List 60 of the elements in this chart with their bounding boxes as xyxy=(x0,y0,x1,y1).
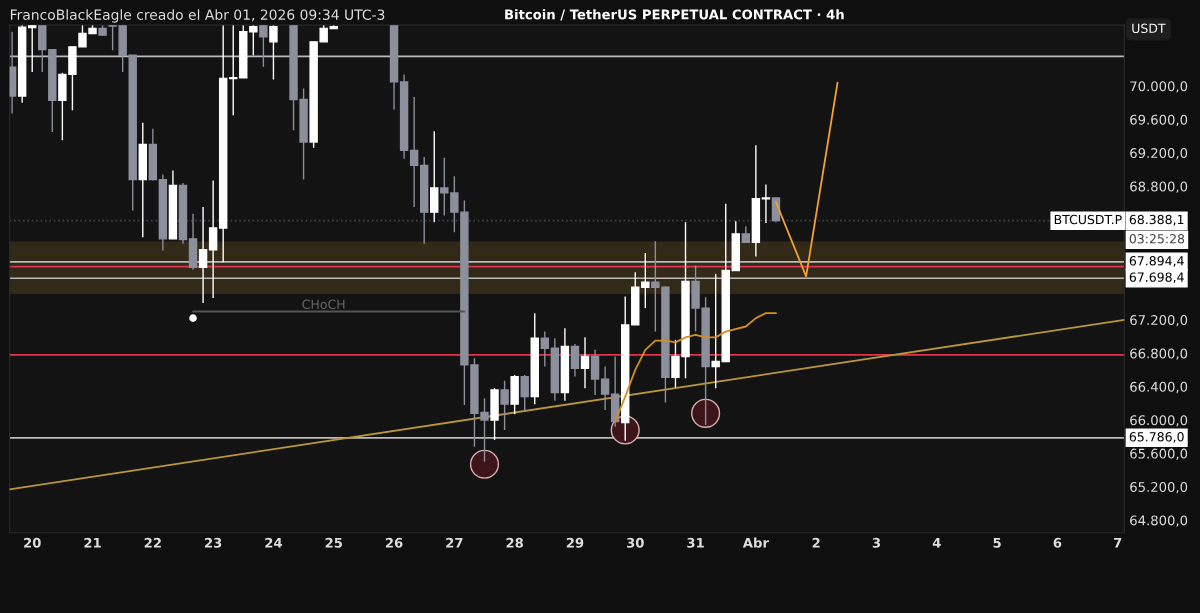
point xyxy=(691,398,721,428)
candlestick xyxy=(259,25,268,68)
candlestick xyxy=(600,365,610,411)
chart-title: FrancoBlackEagle creado el Abr 01, 2026 09:34 UTC-3 xyxy=(10,9,385,23)
x-tick-label: 25 xyxy=(325,537,342,548)
x-tick-label: 2 xyxy=(812,537,820,548)
y-tick-label: 65.600,0 xyxy=(1130,448,1188,460)
candlestick xyxy=(590,349,600,396)
x-tick-label: 31 xyxy=(687,537,704,548)
candlestick xyxy=(229,25,238,116)
x-tick-label: 29 xyxy=(566,537,584,548)
x-tick-label: 4 xyxy=(932,537,941,548)
x-tick-label: 7 xyxy=(1113,537,1122,548)
x-tick-label: 20 xyxy=(24,537,41,548)
annotation: CHoCH xyxy=(302,299,345,310)
x-tick-label: 23 xyxy=(204,537,222,548)
candlestick xyxy=(570,343,580,378)
y-tick-label: 66.000,0 xyxy=(1130,415,1188,427)
candlestick xyxy=(540,330,550,368)
candlestick xyxy=(500,380,509,431)
y-tick-label: 69.200,0 xyxy=(1130,148,1188,160)
ref-line-label: 67.698,4 xyxy=(1129,272,1184,284)
annotation: BTCUSDT.P xyxy=(1054,214,1122,225)
y-tick-label: 68.800,0 xyxy=(1130,181,1188,193)
x-tick-label: 28 xyxy=(506,537,524,548)
candlestick xyxy=(641,252,650,309)
y-tick-label: 64.800,0 xyxy=(1130,515,1188,527)
x-tick-label: 26 xyxy=(385,537,403,548)
text: USDT xyxy=(1132,23,1166,34)
x-tick-label: 30 xyxy=(626,537,644,548)
point xyxy=(189,314,197,322)
y-tick-label: 65.200,0 xyxy=(1130,482,1188,494)
candlestick xyxy=(580,336,590,389)
x-tick-label: 22 xyxy=(144,537,161,548)
candlestick xyxy=(249,25,258,56)
candlestick xyxy=(520,374,529,413)
y-tick-label: 69.600,0 xyxy=(1130,114,1188,127)
ref-line-label: 65.786,0 xyxy=(1129,432,1184,443)
x-tick-label: 5 xyxy=(993,537,1001,548)
y-tick-label: 70.000,0 xyxy=(1130,81,1188,93)
x-tick-label: 27 xyxy=(446,537,463,548)
x-tick-label: 3 xyxy=(872,537,881,548)
x-tick-label: 24 xyxy=(265,537,283,548)
y-tick-label: 66.400,0 xyxy=(1130,381,1188,394)
x-tick-label: Abr xyxy=(742,537,769,548)
point xyxy=(469,449,500,479)
ref-line-label: 67.894,4 xyxy=(1129,256,1184,267)
candlestick xyxy=(208,179,218,299)
candlestick xyxy=(198,206,208,304)
x-tick-label: 21 xyxy=(84,537,101,548)
text: 03:25:28 xyxy=(1129,234,1185,244)
candlestick xyxy=(761,183,771,224)
chart-subtitle: Bitcoin / TetherUS PERPETUAL CONTRACT · 4h xyxy=(505,9,844,21)
candlestick xyxy=(409,96,419,208)
ref-line-label: 68.388,1 xyxy=(1129,214,1184,226)
candlestick xyxy=(269,25,278,81)
x-tick-label: 6 xyxy=(1053,537,1062,548)
candlestick xyxy=(711,273,720,389)
y-tick-label: 67.200,0 xyxy=(1130,315,1188,327)
y-tick-label: 66.800,0 xyxy=(1130,348,1188,360)
